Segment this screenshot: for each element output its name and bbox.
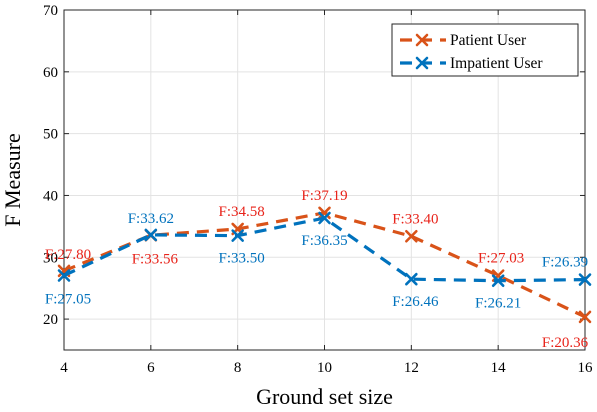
y-axis-title: F Measure	[0, 133, 25, 226]
marker-stroke	[57, 269, 71, 282]
series-1-point	[491, 274, 505, 288]
x-tick-label: 10	[317, 360, 332, 376]
series-1-point	[318, 211, 331, 225]
series-0-point	[578, 310, 592, 324]
series-1-point	[231, 229, 244, 242]
y-tick-label: 60	[43, 65, 58, 81]
data-label-1: F:27.05	[45, 292, 91, 308]
marker-stroke	[318, 211, 331, 225]
data-labels: F:27.80 F:33.56 F:34.58 F:37.19 F:33.40 F:27.…	[45, 188, 589, 351]
marker-stroke	[415, 33, 429, 47]
data-label-0: F:33.56	[132, 251, 179, 267]
x-tick-label: 4	[60, 360, 68, 376]
y-tick-label: 70	[43, 3, 58, 19]
marker-stroke	[144, 228, 158, 242]
series-1-point	[405, 272, 418, 286]
legend-label: Impatient User	[450, 55, 543, 72]
legend-marker	[415, 56, 429, 70]
series-1-point	[578, 273, 592, 286]
x-axis-title: Ground set size	[256, 384, 393, 409]
data-label-1: F:33.50	[219, 251, 265, 267]
data-label-1: F:26.21	[475, 296, 521, 312]
legend-item-1: Impatient User	[400, 55, 543, 72]
marker-stroke	[405, 272, 418, 286]
data-label-0: F:27.03	[478, 251, 524, 267]
x-tick-label: 16	[578, 360, 594, 376]
data-label-0: F:27.80	[45, 247, 91, 263]
x-tick-label: 8	[234, 360, 242, 376]
legend-item-0: Patient User	[400, 32, 527, 49]
x-tick-label: 14	[491, 360, 507, 376]
axis-ticks: 4 6 8 10 12 14 16 20 30 40 50 60 70	[43, 3, 593, 376]
y-tick-label: 20	[43, 312, 58, 328]
data-label-1: F:26.39	[542, 255, 588, 271]
x-tick-label: 12	[404, 360, 419, 376]
marker-stroke	[57, 264, 71, 278]
data-label-0: F:37.19	[301, 188, 347, 204]
marker-stroke	[578, 273, 592, 286]
marker-stroke	[415, 56, 429, 70]
y-tick-label: 30	[43, 250, 58, 266]
legend-box	[391, 23, 579, 77]
marker-stroke	[491, 274, 505, 288]
legend-marker	[415, 33, 429, 47]
marker-stroke	[405, 229, 418, 243]
x-tick-label: 6	[147, 360, 155, 376]
y-tick-label: 40	[43, 188, 58, 204]
series-1-point	[144, 228, 158, 242]
data-label-0: F:34.58	[219, 204, 265, 220]
data-label-0: F:20.36	[542, 335, 589, 351]
marker-stroke	[578, 310, 592, 324]
legend: Patient User Impatient User	[391, 23, 579, 77]
marker-stroke	[231, 229, 244, 242]
series-0-point	[405, 229, 418, 243]
data-label-0: F:33.40	[392, 211, 438, 227]
legend-label: Patient User	[450, 32, 527, 49]
data-label-1: F:26.46	[392, 294, 439, 310]
data-label-1: F:33.62	[128, 211, 174, 227]
y-tick-label: 50	[43, 127, 58, 143]
series-layer	[57, 206, 592, 324]
series-1-point	[57, 269, 71, 282]
legend-items: Patient User Impatient User	[400, 32, 543, 72]
data-label-1: F:36.35	[301, 233, 347, 249]
